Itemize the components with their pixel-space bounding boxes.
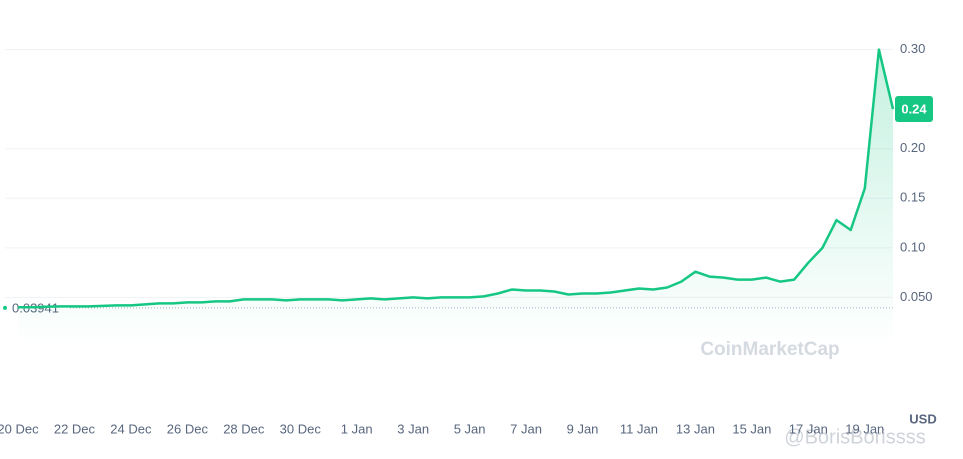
attribution: @BorisBorissss [784, 426, 925, 448]
area [18, 49, 893, 347]
x-tick-label: 26 Dec [167, 421, 209, 436]
price-line [18, 48, 895, 309]
y-tick-label: 0.30 [900, 41, 925, 56]
x-tick-label: 22 Dec [54, 421, 96, 436]
x-tick-label: 11 Jan [620, 421, 658, 436]
x-tick-label: 13 Jan [676, 421, 715, 436]
x-tick-label: 19 Jan [845, 421, 884, 436]
x-tick-label: 24 Dec [110, 421, 152, 436]
currency-label: USD [909, 411, 936, 426]
x-tick-label: 30 Dec [280, 421, 322, 436]
price-tag [895, 96, 933, 123]
x-tick-label: 28 Dec [223, 421, 265, 436]
x-tick-label: 7 Jan [510, 421, 542, 436]
y-tick-label: 0.15 [900, 190, 925, 205]
x-tick-label: 15 Jan [732, 421, 771, 436]
x-tick-label: 9 Jan [567, 421, 599, 436]
x-tick-label: 5 Jan [454, 421, 486, 436]
x-tick-label: 1 Jan [341, 421, 373, 436]
y-tick-label: 0.10 [900, 239, 925, 254]
baseline-dot [3, 305, 7, 310]
y-tick-label: 0.20 [900, 140, 925, 155]
x-tick-label: 20 Dec [0, 421, 39, 436]
price-tag-label: 0.24 [901, 101, 927, 116]
x-tick-label: 3 Jan [397, 421, 429, 436]
y-tick-label: 0.050 [900, 289, 933, 304]
x-tick-label: 17 Jan [789, 421, 828, 436]
